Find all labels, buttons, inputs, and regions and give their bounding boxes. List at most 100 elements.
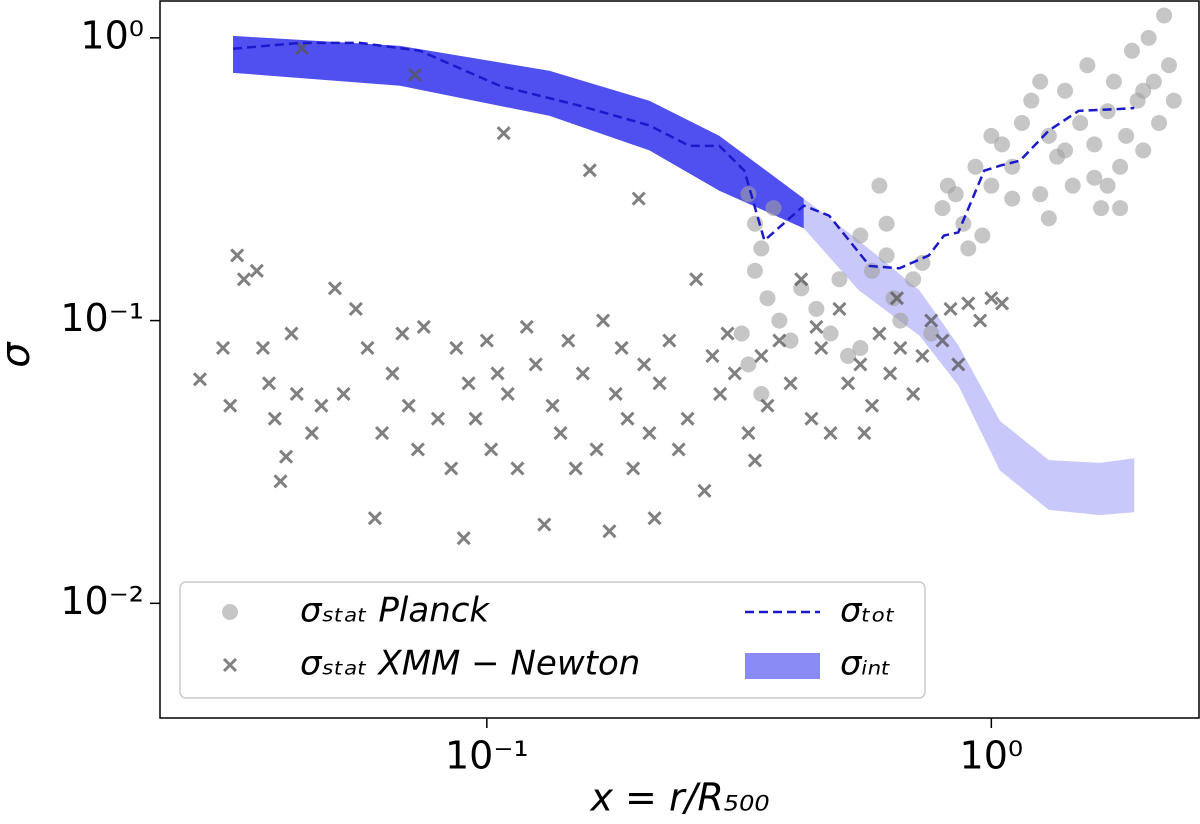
circle-point: [765, 200, 782, 217]
cross-point: [809, 319, 824, 334]
circle-point: [914, 254, 931, 271]
cross-point: [747, 453, 763, 468]
circle-point: [1161, 57, 1178, 74]
x-tick-label: 10⁰: [960, 734, 1024, 778]
circle-point: [1032, 186, 1049, 203]
circle-point: [1123, 42, 1140, 59]
y-tick-label: 10⁻²: [60, 579, 144, 623]
cross-point: [727, 366, 742, 381]
y-axis-label: σ: [0, 341, 39, 368]
cross-point: [794, 272, 809, 287]
cross-point: [273, 474, 288, 489]
y-tick-label: 10⁻¹: [60, 296, 144, 340]
circle-point: [960, 240, 977, 257]
cross-point: [741, 426, 756, 441]
circle-point: [771, 312, 788, 329]
cross-point: [994, 296, 1010, 311]
cross-point: [614, 340, 629, 356]
cross-point: [401, 398, 416, 413]
cross-point: [528, 357, 543, 372]
circle-point: [923, 325, 940, 342]
cross-point: [924, 313, 939, 328]
cross-point: [893, 340, 908, 356]
cross-point: [568, 461, 583, 476]
cross-point: [360, 340, 375, 356]
circle-point: [1040, 210, 1057, 227]
circle-point: [1156, 7, 1173, 24]
cross-point: [261, 376, 277, 391]
circle-point: [1079, 57, 1096, 74]
cross-point: [840, 376, 856, 391]
cross-point: [906, 386, 921, 402]
cross-point: [631, 191, 646, 206]
circle-point: [740, 186, 757, 203]
cross-point: [720, 326, 735, 341]
y-tick-label: 10⁰: [80, 13, 144, 57]
cross-point: [671, 442, 686, 457]
cross-point: [973, 313, 988, 328]
circle-point: [1040, 127, 1057, 144]
legend-label: σₜₒₜ: [840, 591, 896, 631]
circle-point: [1135, 82, 1152, 99]
cross-point: [249, 263, 264, 278]
cross-point: [367, 511, 382, 526]
circle-point: [994, 136, 1011, 153]
cross-point: [760, 398, 775, 413]
legend-label: σᵢₙₜ: [840, 644, 891, 684]
circle-point: [782, 332, 799, 349]
cross-point: [289, 386, 304, 402]
legend-marker: [222, 657, 238, 673]
cross-point: [537, 517, 552, 532]
circle-point: [934, 200, 951, 217]
cross-point: [935, 333, 950, 348]
cross-point: [772, 333, 787, 348]
legend-marker: [745, 653, 820, 679]
cross-point: [279, 449, 294, 464]
cross-point: [637, 357, 652, 372]
circle-point: [974, 227, 991, 244]
circle-point: [746, 262, 763, 279]
cross-point: [375, 426, 390, 441]
cross-point: [961, 296, 976, 311]
cross-point: [545, 398, 560, 413]
cross-point: [430, 411, 445, 426]
cross-point: [284, 326, 299, 341]
cross-point: [596, 313, 611, 328]
legend: σₛₜₐₜ Planck σₛₜₐₜ XMM − Newton σₜₒₜ σᵢₙₜ: [179, 581, 926, 699]
band: [803, 198, 1135, 516]
circle-point: [831, 271, 848, 288]
circle-point: [1072, 114, 1089, 131]
circle-point: [967, 158, 984, 175]
circle-point: [1032, 73, 1049, 90]
circle-point: [852, 339, 869, 356]
cross-point: [589, 442, 604, 457]
cross-point: [883, 366, 898, 381]
circle-point: [759, 290, 776, 307]
cross-point: [230, 248, 245, 263]
cross-point: [662, 333, 677, 348]
cross-point: [444, 461, 459, 476]
plot-area: [192, 7, 1182, 546]
circle-point: [983, 177, 1000, 194]
circle-point: [905, 271, 922, 288]
cross-point: [575, 366, 590, 381]
circle-point: [840, 347, 857, 364]
legend-box: [179, 581, 926, 699]
cross-point: [215, 340, 231, 356]
circle-point: [1057, 82, 1074, 99]
plot-frame: [159, 0, 1200, 719]
cross-point: [626, 461, 641, 476]
circle-point: [1165, 92, 1182, 109]
cross-point: [407, 67, 422, 82]
circle-point: [1151, 114, 1168, 131]
x-tick-label: 10⁻¹: [445, 734, 529, 778]
cross-point: [689, 272, 704, 287]
circle-point: [1086, 136, 1103, 153]
cross-point: [608, 386, 623, 402]
cross-point: [456, 531, 471, 546]
cross-point: [449, 340, 464, 356]
circle-point: [1145, 73, 1162, 90]
circle-point: [878, 215, 895, 232]
circle-point: [947, 186, 964, 203]
cross-point: [336, 386, 351, 402]
